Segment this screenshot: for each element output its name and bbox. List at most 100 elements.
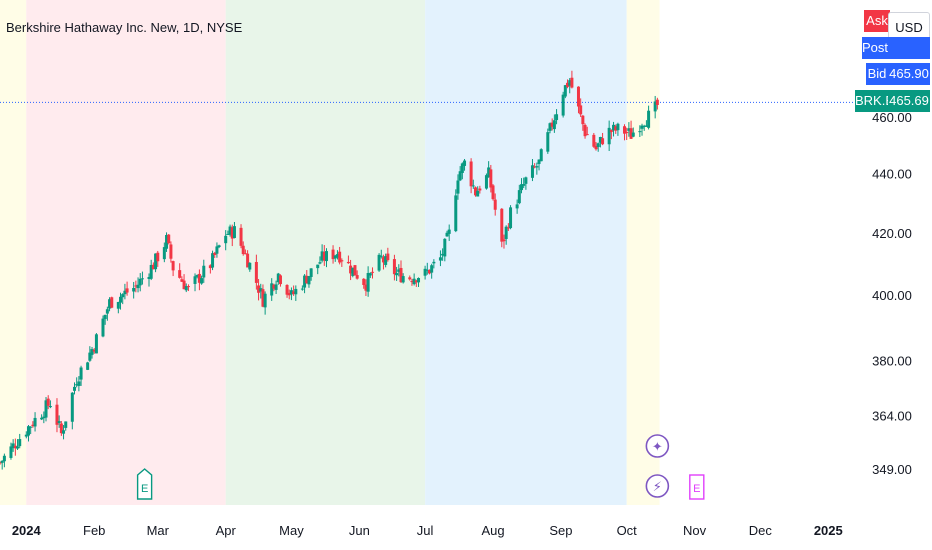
candle[interactable] (305, 270, 309, 284)
candle[interactable] (493, 193, 497, 216)
candle[interactable] (487, 161, 491, 178)
candle[interactable] (316, 264, 320, 275)
candle[interactable] (195, 274, 199, 279)
candle[interactable] (154, 253, 158, 273)
candle[interactable] (263, 291, 267, 315)
candle[interactable] (653, 95, 657, 119)
candle[interactable] (622, 124, 626, 141)
candle[interactable] (366, 266, 370, 297)
candle[interactable] (353, 265, 357, 276)
candle[interactable] (333, 254, 337, 262)
candle[interactable] (340, 258, 344, 267)
candle[interactable] (202, 259, 206, 283)
candle[interactable] (121, 293, 125, 305)
candle[interactable] (598, 136, 602, 148)
candle[interactable] (423, 265, 427, 280)
candle[interactable] (476, 186, 480, 197)
candle[interactable] (447, 224, 451, 241)
candle[interactable] (318, 256, 322, 265)
candle[interactable] (211, 250, 215, 271)
candle[interactable] (62, 425, 66, 440)
candle[interactable] (379, 249, 383, 259)
candle[interactable] (29, 426, 33, 435)
candle[interactable] (13, 438, 17, 456)
candle[interactable] (471, 179, 475, 189)
candle[interactable] (123, 283, 127, 300)
candle[interactable] (579, 98, 583, 118)
candle[interactable] (274, 280, 278, 295)
candle[interactable] (524, 176, 528, 190)
candle[interactable] (257, 279, 261, 301)
candle[interactable] (259, 283, 263, 299)
dividend-event-icon[interactable] (645, 474, 670, 498)
candle[interactable] (241, 241, 245, 256)
candle[interactable] (276, 272, 280, 285)
candle[interactable] (364, 279, 368, 296)
candle[interactable] (555, 109, 559, 125)
candle[interactable] (151, 262, 155, 270)
candle[interactable] (371, 267, 375, 279)
candle[interactable] (432, 259, 436, 269)
candle[interactable] (401, 273, 405, 284)
candle[interactable] (243, 249, 247, 255)
candle[interactable] (24, 431, 28, 439)
upcoming-earnings-marker[interactable] (689, 474, 705, 500)
candle[interactable] (616, 122, 620, 136)
candle[interactable] (48, 400, 52, 409)
split-event-icon[interactable] (645, 434, 670, 458)
candle[interactable] (226, 230, 230, 235)
candle[interactable] (2, 453, 6, 468)
candle[interactable] (647, 105, 651, 130)
candle[interactable] (631, 127, 635, 138)
candle[interactable] (601, 132, 605, 146)
candle[interactable] (11, 439, 15, 452)
candle[interactable] (138, 273, 142, 292)
candle[interactable] (42, 411, 46, 424)
candle[interactable] (638, 125, 642, 138)
candle[interactable] (320, 244, 324, 263)
candle[interactable] (270, 278, 274, 301)
candle[interactable] (552, 114, 556, 133)
candle[interactable] (140, 271, 144, 285)
candle[interactable] (180, 276, 184, 283)
candle[interactable] (491, 184, 495, 201)
candle[interactable] (246, 250, 250, 268)
candle[interactable] (395, 266, 399, 281)
candle[interactable] (614, 124, 618, 134)
candle[interactable] (414, 279, 418, 287)
candle[interactable] (397, 264, 401, 277)
candle[interactable] (445, 230, 449, 237)
candle[interactable] (655, 97, 659, 110)
candle[interactable] (178, 263, 182, 279)
candle[interactable] (520, 178, 524, 194)
candle[interactable] (232, 221, 236, 239)
candle[interactable] (171, 260, 175, 277)
candle[interactable] (215, 242, 219, 258)
candle[interactable] (469, 158, 473, 194)
candle[interactable] (594, 141, 598, 151)
candle[interactable] (94, 333, 98, 354)
candle[interactable] (119, 292, 123, 310)
candle[interactable] (381, 254, 385, 270)
event-markers[interactable]: E ✦ ⚡ E (136, 434, 705, 500)
candle[interactable] (59, 421, 63, 436)
candle[interactable] (535, 162, 539, 175)
candle[interactable] (40, 414, 44, 421)
candle[interactable] (430, 263, 434, 279)
candle[interactable] (184, 283, 188, 293)
candle[interactable] (522, 177, 526, 189)
candle[interactable] (484, 173, 488, 190)
candle[interactable] (566, 79, 570, 89)
candle[interactable] (335, 250, 339, 260)
candle[interactable] (546, 128, 550, 154)
candle[interactable] (489, 164, 493, 193)
candle[interactable] (550, 118, 554, 131)
candle[interactable] (272, 283, 276, 292)
candlestick-series[interactable] (0, 70, 659, 470)
candle[interactable] (33, 412, 37, 432)
candle[interactable] (228, 224, 232, 237)
candle[interactable] (438, 250, 442, 267)
candle[interactable] (625, 127, 629, 141)
candle[interactable] (70, 392, 74, 430)
